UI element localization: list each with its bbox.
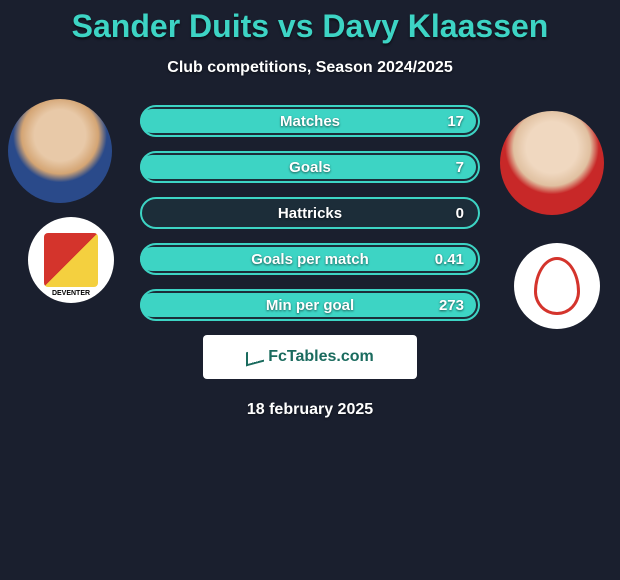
- stat-label: Goals: [289, 159, 331, 176]
- date-text: 18 february 2025: [0, 401, 620, 419]
- stat-bar-gpm: Goals per match 0.41: [140, 243, 480, 275]
- stat-label: Min per goal: [266, 297, 354, 314]
- club-left-badge: [28, 217, 114, 303]
- comparison-content: Matches 17 Goals 7 Hattricks 0 Goals per…: [0, 105, 620, 419]
- page-subtitle: Club competitions, Season 2024/2025: [0, 59, 620, 77]
- page-title: Sander Duits vs Davy Klaassen: [0, 0, 620, 45]
- player-left-avatar: [8, 99, 112, 203]
- stat-right-value: 17: [447, 113, 464, 130]
- stat-bar-goals: Goals 7: [140, 151, 480, 183]
- stat-right-value: 7: [456, 159, 464, 176]
- stat-right-value: 273: [439, 297, 464, 314]
- logo-text: FcTables.com: [268, 348, 374, 366]
- stat-label: Goals per match: [251, 251, 369, 268]
- stat-right-value: 0: [456, 205, 464, 222]
- player-right-avatar: [500, 111, 604, 215]
- stat-bar-hattricks: Hattricks 0: [140, 197, 480, 229]
- stat-label: Matches: [280, 113, 340, 130]
- stat-bars: Matches 17 Goals 7 Hattricks 0 Goals per…: [140, 105, 480, 321]
- fctables-logo: FcTables.com: [203, 335, 417, 379]
- stat-label: Hattricks: [278, 205, 342, 222]
- stat-bar-matches: Matches 17: [140, 105, 480, 137]
- stat-bar-mpg: Min per goal 273: [140, 289, 480, 321]
- club-right-badge: [514, 243, 600, 329]
- stat-right-value: 0.41: [435, 251, 464, 268]
